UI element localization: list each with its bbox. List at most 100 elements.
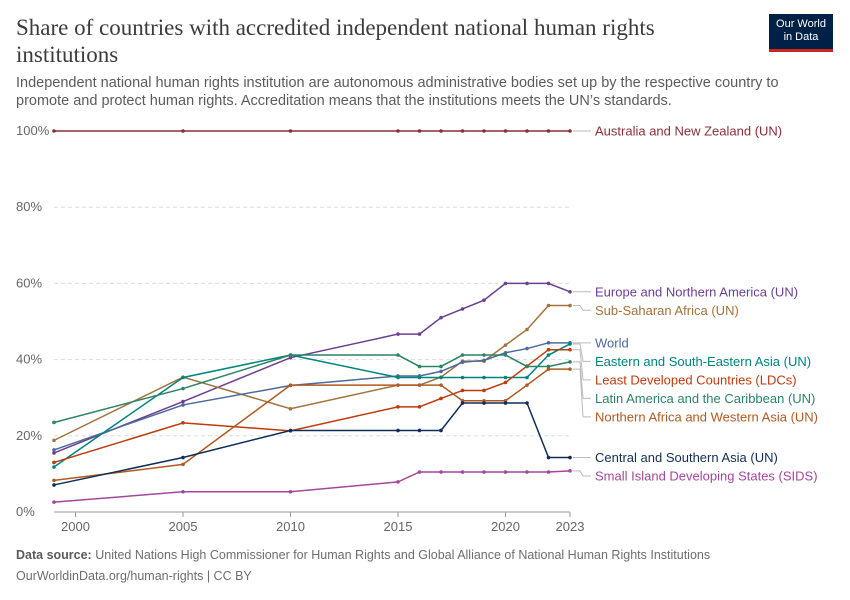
data-point[interactable]	[568, 289, 572, 294]
series-label[interactable]: Europe and Northern America (UN)	[595, 284, 798, 299]
series-line[interactable]	[53, 343, 571, 468]
series-line[interactable]	[53, 348, 570, 464]
data-point[interactable]	[546, 347, 551, 352]
data-point[interactable]	[503, 401, 508, 405]
data-point[interactable]	[482, 470, 486, 474]
data-point[interactable]	[181, 129, 185, 133]
data-point[interactable]	[503, 470, 508, 474]
series-label[interactable]: Least Developed Countries (LDCs)	[595, 372, 797, 387]
credit-link[interactable]: OurWorldinData.org/human-rights | CC BY	[16, 569, 252, 583]
series-label[interactable]: Latin America and the Caribbean (UN)	[595, 391, 815, 406]
data-point[interactable]	[525, 346, 529, 351]
data-point[interactable]	[503, 129, 508, 133]
data-point[interactable]	[525, 470, 529, 474]
data-point[interactable]	[525, 327, 529, 332]
series-line[interactable]	[53, 470, 571, 503]
series-line[interactable]	[53, 402, 570, 486]
data-point[interactable]	[546, 129, 551, 133]
series-label[interactable]: Small Island Developing States (SIDS)	[595, 469, 818, 484]
data-point[interactable]	[460, 375, 465, 380]
data-point[interactable]	[546, 364, 551, 369]
series-label[interactable]: Northern Africa and Western Asia (UN)	[595, 409, 818, 424]
data-point[interactable]	[181, 421, 185, 425]
data-point[interactable]	[460, 401, 465, 405]
data-point[interactable]	[482, 298, 486, 302]
data-point[interactable]	[181, 386, 185, 391]
data-point[interactable]	[52, 129, 56, 133]
series-label[interactable]: World	[595, 335, 629, 350]
data-point[interactable]	[396, 383, 400, 387]
data-point[interactable]	[181, 399, 185, 404]
data-point[interactable]	[525, 281, 529, 286]
data-point[interactable]	[396, 129, 400, 133]
data-point[interactable]	[568, 455, 572, 460]
data-point[interactable]	[417, 428, 422, 433]
data-point[interactable]	[396, 375, 400, 380]
series-line[interactable]	[53, 342, 570, 451]
data-point[interactable]	[288, 355, 293, 360]
data-point[interactable]	[52, 478, 56, 483]
data-point[interactable]	[460, 388, 465, 393]
data-point[interactable]	[439, 364, 443, 369]
data-point[interactable]	[503, 380, 508, 385]
data-point[interactable]	[181, 455, 185, 460]
data-point[interactable]	[482, 401, 486, 405]
data-point[interactable]	[546, 470, 551, 474]
data-point[interactable]	[525, 129, 529, 133]
data-point[interactable]	[460, 470, 465, 474]
series-label[interactable]: Australia and New Zealand (UN)	[595, 124, 782, 139]
data-point[interactable]	[439, 369, 443, 374]
data-point[interactable]	[181, 375, 185, 380]
data-point[interactable]	[568, 342, 572, 346]
data-point[interactable]	[181, 462, 185, 467]
data-point[interactable]	[52, 465, 56, 469]
data-point[interactable]	[482, 353, 486, 357]
series-line[interactable]	[53, 282, 571, 454]
series-line[interactable]	[53, 354, 571, 424]
data-point[interactable]	[568, 129, 572, 133]
data-point[interactable]	[439, 375, 443, 380]
data-point[interactable]	[181, 490, 185, 494]
data-point[interactable]	[568, 347, 572, 352]
data-point[interactable]	[52, 500, 56, 504]
data-point[interactable]	[460, 360, 465, 365]
data-point[interactable]	[525, 375, 529, 380]
data-point[interactable]	[417, 332, 422, 336]
data-point[interactable]	[482, 388, 486, 393]
data-point[interactable]	[503, 281, 508, 286]
data-point[interactable]	[288, 383, 293, 387]
series-line[interactable]	[53, 368, 570, 482]
data-point[interactable]	[417, 470, 422, 474]
series-label[interactable]: Eastern and South-Eastern Asia (UN)	[595, 354, 811, 369]
data-point[interactable]	[503, 343, 508, 347]
data-point[interactable]	[568, 469, 572, 473]
data-point[interactable]	[525, 383, 529, 387]
data-point[interactable]	[396, 405, 400, 409]
data-point[interactable]	[52, 483, 56, 487]
data-point[interactable]	[525, 364, 529, 369]
owid-logo[interactable]: Our World in Data	[769, 14, 833, 52]
data-point[interactable]	[396, 480, 400, 484]
data-point[interactable]	[288, 129, 293, 133]
data-point[interactable]	[439, 129, 443, 133]
data-point[interactable]	[396, 332, 400, 336]
data-point[interactable]	[546, 367, 551, 371]
data-point[interactable]	[439, 383, 443, 387]
data-point[interactable]	[568, 360, 572, 364]
data-point[interactable]	[52, 438, 56, 443]
data-point[interactable]	[288, 406, 293, 411]
data-point[interactable]	[482, 129, 486, 133]
data-point[interactable]	[396, 353, 400, 357]
data-point[interactable]	[546, 353, 551, 357]
data-point[interactable]	[52, 420, 56, 425]
data-point[interactable]	[417, 129, 422, 133]
data-point[interactable]	[439, 470, 443, 474]
data-point[interactable]	[439, 396, 443, 401]
data-point[interactable]	[288, 353, 293, 357]
data-point[interactable]	[482, 375, 486, 380]
data-point[interactable]	[525, 401, 529, 405]
data-point[interactable]	[52, 451, 56, 455]
data-point[interactable]	[439, 315, 443, 320]
data-point[interactable]	[417, 405, 422, 409]
data-point[interactable]	[52, 460, 56, 465]
